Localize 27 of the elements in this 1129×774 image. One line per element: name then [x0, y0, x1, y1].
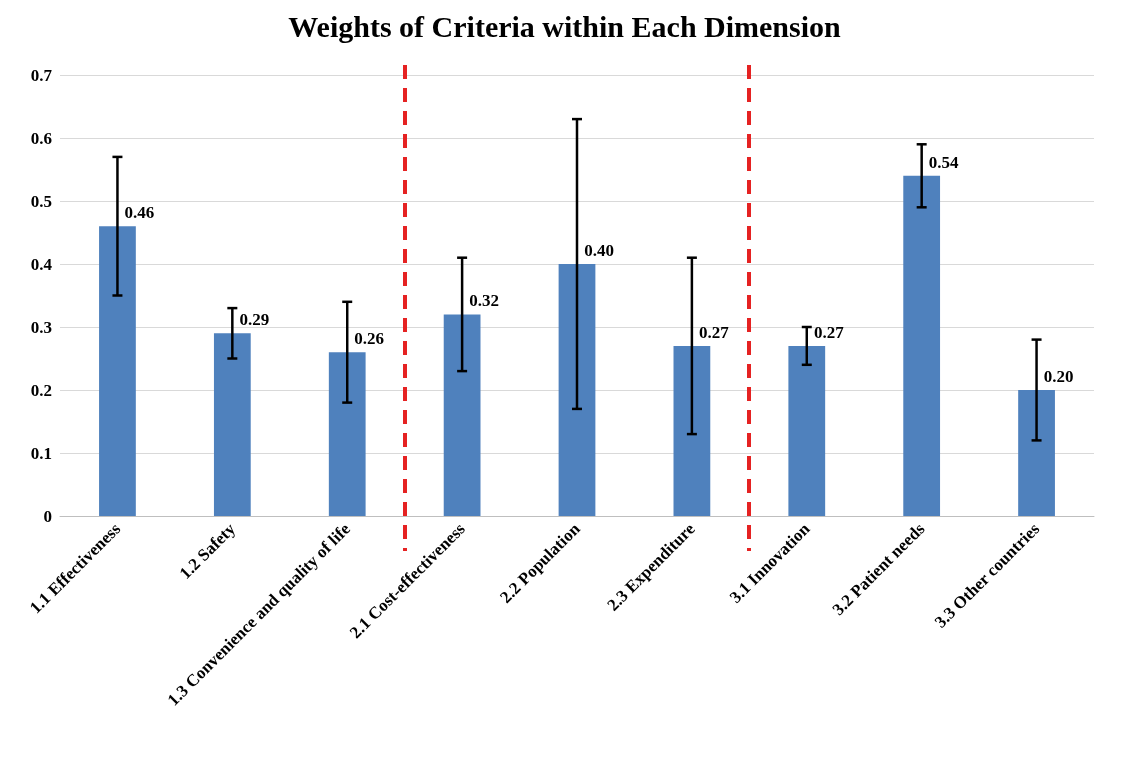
y-tick-label: 0.2: [30, 380, 52, 400]
bar: [213, 333, 251, 516]
bar: [328, 352, 366, 516]
chart-title: Weights of Criteria within Each Dimension: [288, 9, 842, 43]
data-label: 0.29: [239, 310, 270, 330]
bar: [673, 345, 711, 516]
bar: [1018, 390, 1055, 516]
data-label: 0.54: [928, 152, 960, 172]
bar: [788, 345, 826, 516]
data-label: 0.20: [1043, 367, 1074, 386]
y-tick-label: 0.5: [30, 191, 52, 211]
data-label: 0.32: [469, 291, 499, 311]
y-tick-label: 0.1: [30, 443, 52, 463]
y-tick-label: 0.3: [30, 317, 52, 337]
bar: [558, 264, 596, 516]
y-tick-label: 0: [43, 506, 52, 526]
y-tick-label: 0.4: [30, 254, 53, 274]
data-label: 0.26: [354, 329, 385, 349]
bar: [903, 175, 941, 516]
data-label: 0.46: [124, 203, 155, 223]
y-tick-label: 0.7: [30, 65, 53, 85]
data-label: 0.40: [584, 241, 614, 260]
bar: [99, 226, 136, 516]
y-tick-label: 0.6: [30, 128, 52, 148]
data-label: 0.27: [813, 322, 845, 342]
data-label: 0.27: [699, 322, 730, 342]
bar: [443, 314, 481, 516]
